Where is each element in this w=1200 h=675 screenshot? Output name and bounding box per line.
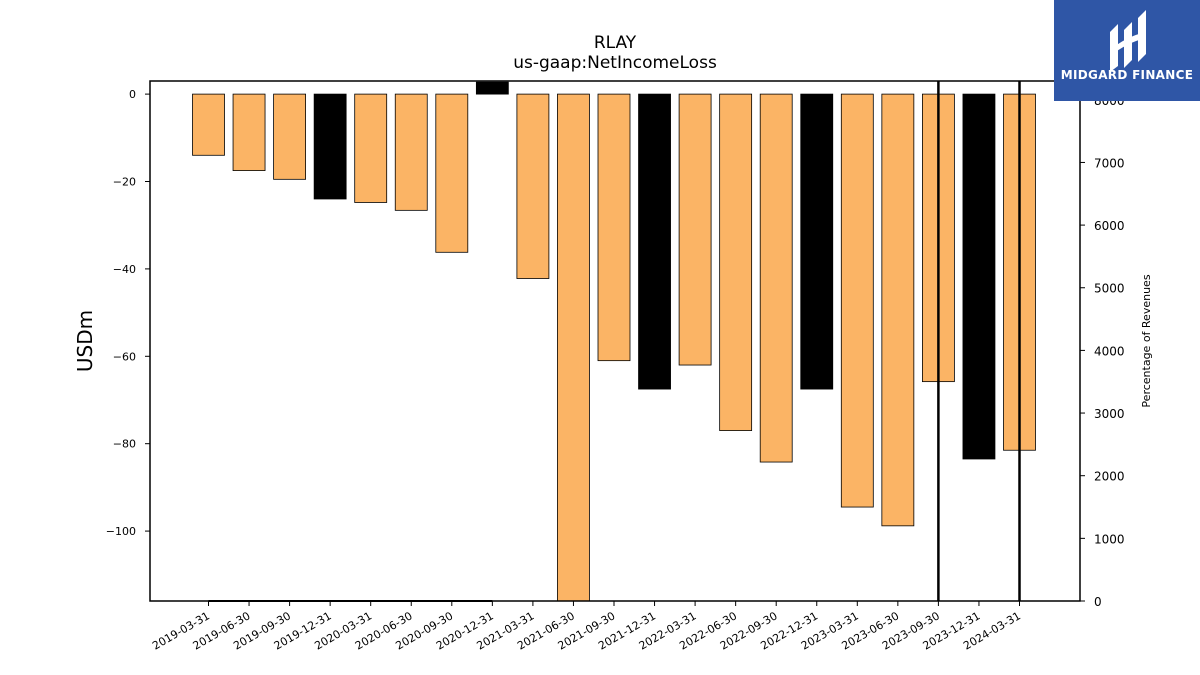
bar-2020-06-30 <box>394 93 428 211</box>
bar-2021-06-30 <box>557 93 590 602</box>
y2-axis: 010002000300040005000600070008000 <box>1080 94 1125 609</box>
bar-2020-12-31 <box>475 81 509 95</box>
bar-2023-06-30 <box>881 93 915 527</box>
x-axis: 2019-03-312019-06-302019-09-302019-12-31… <box>150 601 1023 653</box>
bar-2022-09-30 <box>759 93 793 463</box>
midgard-finance-logo: MIDGARD FINANCE <box>1054 0 1200 101</box>
bar-2022-03-31 <box>678 93 712 366</box>
y-tick-label: −100 <box>106 525 136 538</box>
chart-title: RLAY <box>594 33 637 53</box>
bar-2019-12-31 <box>313 93 347 200</box>
y2-tick-label: 6000 <box>1094 219 1125 233</box>
chart-subtitle: us-gaap:NetIncomeLoss <box>513 53 717 73</box>
y2-axis-label: Percentage of Revenues <box>1140 274 1153 407</box>
bar-2023-03-31 <box>840 93 874 508</box>
midgard-logo-icon <box>1110 10 1146 72</box>
brand-name: MIDGARD FINANCE <box>1060 68 1194 82</box>
y-tick-label: −80 <box>113 438 136 451</box>
y2-tick-label: 7000 <box>1094 156 1125 170</box>
y-tick-label: 0 <box>129 88 136 101</box>
bar-2023-12-31 <box>962 93 996 460</box>
bar-2019-06-30 <box>232 93 266 171</box>
y-axis-label: USDm <box>73 310 97 372</box>
y2-tick-label: 3000 <box>1094 407 1125 421</box>
y-tick-label: −60 <box>113 350 136 363</box>
y2-tick-label: 2000 <box>1094 470 1125 484</box>
bar-2020-03-31 <box>354 93 388 203</box>
y-tick-label: −40 <box>113 263 136 276</box>
y2-tick-label: 1000 <box>1094 532 1125 546</box>
bars <box>192 81 1036 602</box>
bar-2022-12-31 <box>800 93 834 390</box>
bar-2020-09-30 <box>435 93 469 253</box>
y2-tick-label: 5000 <box>1094 282 1125 296</box>
y-tick-label: −20 <box>113 176 136 189</box>
bar-2021-12-31 <box>638 93 671 390</box>
y2-tick-label: 0 <box>1094 595 1102 609</box>
bar-2019-09-30 <box>273 93 307 180</box>
bar-2019-03-31 <box>192 93 225 156</box>
bar-2021-03-31 <box>516 93 550 279</box>
bar-2022-06-30 <box>719 93 753 431</box>
bar-2021-09-30 <box>597 93 631 362</box>
y2-tick-label: 4000 <box>1094 344 1125 358</box>
y-axis: 0 −20 −40 −60 −80 −100 <box>106 88 150 538</box>
plot-frame <box>149 80 1081 602</box>
